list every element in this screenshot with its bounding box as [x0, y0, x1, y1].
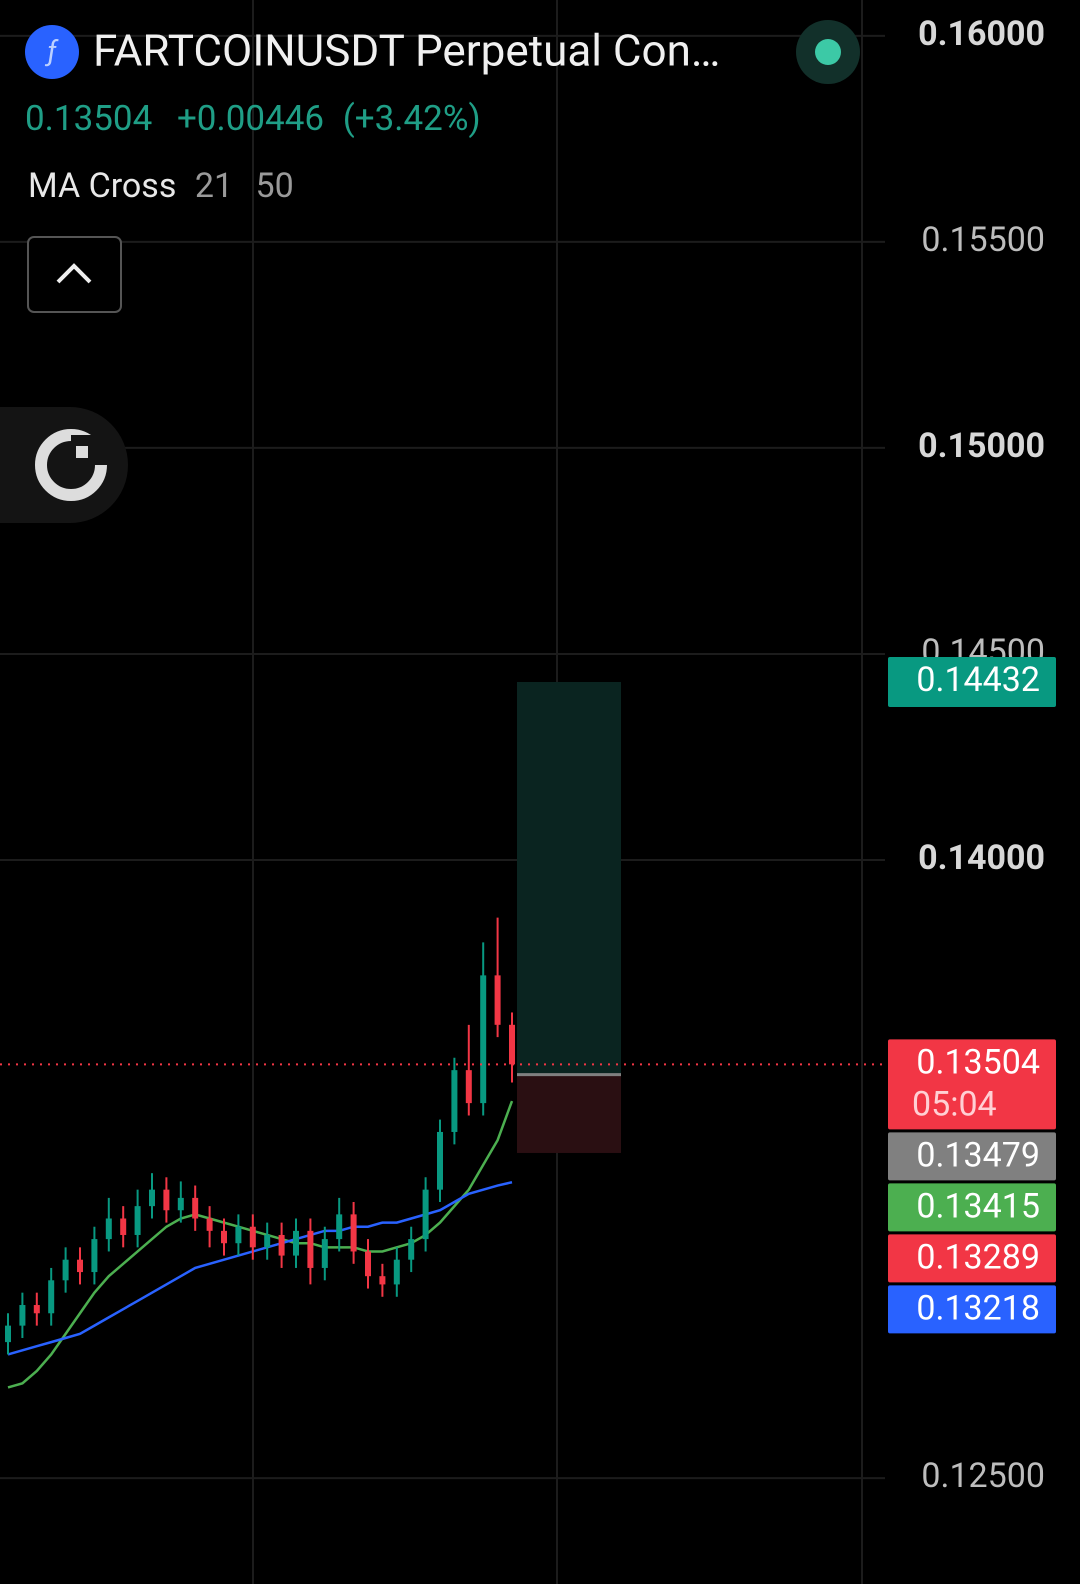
price-tag	[888, 1285, 1056, 1334]
last-price: 0.13504	[25, 98, 152, 139]
candle-body	[48, 1280, 55, 1314]
symbol-title: FARTCOINUSDT Perpetual Con…	[93, 25, 720, 77]
y-tick-label: 0.15500	[921, 220, 1045, 260]
price-tag-label: 0.13415	[916, 1186, 1040, 1226]
candle-body	[235, 1226, 242, 1244]
price-tag-label: 0.13479	[916, 1135, 1040, 1175]
tab-icon-dot	[76, 446, 88, 458]
price-tag	[888, 656, 1056, 707]
candle-body	[307, 1230, 314, 1268]
candle-body	[336, 1214, 343, 1240]
candle-body	[451, 1070, 458, 1132]
candle-body	[264, 1234, 271, 1248]
price-tag	[888, 1234, 1056, 1283]
candle-body	[379, 1276, 386, 1285]
candle-body	[62, 1259, 69, 1281]
indicator-param: 50	[256, 166, 294, 206]
candle-body	[494, 975, 501, 1025]
candle-body	[5, 1325, 11, 1343]
header: ƒ FARTCOINUSDT Perpetual Con… 0.13504 +0…	[0, 20, 860, 523]
price-tag-label: 0.13289	[916, 1237, 1040, 1277]
candle-body	[293, 1230, 299, 1256]
status-dot	[815, 39, 841, 65]
candle-body	[33, 1305, 40, 1314]
indicator-legend: MA Cross 21 50	[28, 166, 294, 206]
price-tag-label: 0.13218	[916, 1288, 1040, 1328]
logo-glyph: ƒ	[44, 34, 59, 67]
candle-body	[177, 1197, 184, 1211]
candle-body	[221, 1230, 227, 1244]
symbol-logo	[25, 25, 79, 79]
y-tick-label: 0.16000	[918, 14, 1045, 54]
candle-body	[465, 1070, 472, 1104]
candle-body	[437, 1131, 443, 1190]
price-line: 0.13504 +0.00446 (+3.42%)	[25, 98, 481, 139]
countdown: 05:04	[912, 1084, 997, 1124]
candle-body	[120, 1218, 127, 1235]
candle-body	[149, 1189, 155, 1207]
candle-body	[350, 1214, 357, 1252]
y-tick-label: 0.12500	[921, 1456, 1045, 1496]
y-tick-label: 0.15000	[918, 426, 1045, 466]
candle-body	[480, 975, 487, 1104]
candle-body	[321, 1239, 328, 1268]
candle-body	[509, 1024, 515, 1065]
price-tag	[888, 1132, 1056, 1181]
target-zone	[517, 681, 621, 1075]
stop-zone	[517, 1074, 621, 1153]
price-tag	[888, 1183, 1056, 1232]
chevron-up	[56, 263, 92, 284]
collapse-button[interactable]	[27, 236, 122, 313]
candle-body	[19, 1305, 26, 1326]
candle-body	[134, 1206, 141, 1235]
price-change: +0.00446	[177, 98, 324, 139]
price-tag-label: 0.14432	[916, 660, 1040, 700]
candle-body	[192, 1197, 199, 1219]
indicator-param: 21	[195, 166, 233, 206]
price-tag-label: 0.13504	[916, 1042, 1040, 1082]
indicator-name: MA Cross	[28, 166, 176, 206]
candle-body	[206, 1218, 213, 1231]
candle-body	[408, 1239, 415, 1260]
y-tick-label: 0.14000	[918, 838, 1045, 878]
price-change-pct: (+3.42%)	[343, 98, 481, 139]
candle-body	[249, 1226, 256, 1248]
candle-body	[105, 1218, 112, 1240]
candle-body	[365, 1251, 371, 1277]
candle-body	[77, 1259, 83, 1273]
plot	[0, 681, 885, 1389]
candle-body	[278, 1234, 285, 1256]
side-tab[interactable]	[0, 407, 128, 523]
candle-body	[91, 1239, 98, 1273]
candle-body	[163, 1189, 170, 1211]
price-tag	[888, 1039, 1056, 1130]
candle-body	[393, 1259, 400, 1285]
candle-body	[422, 1189, 429, 1240]
